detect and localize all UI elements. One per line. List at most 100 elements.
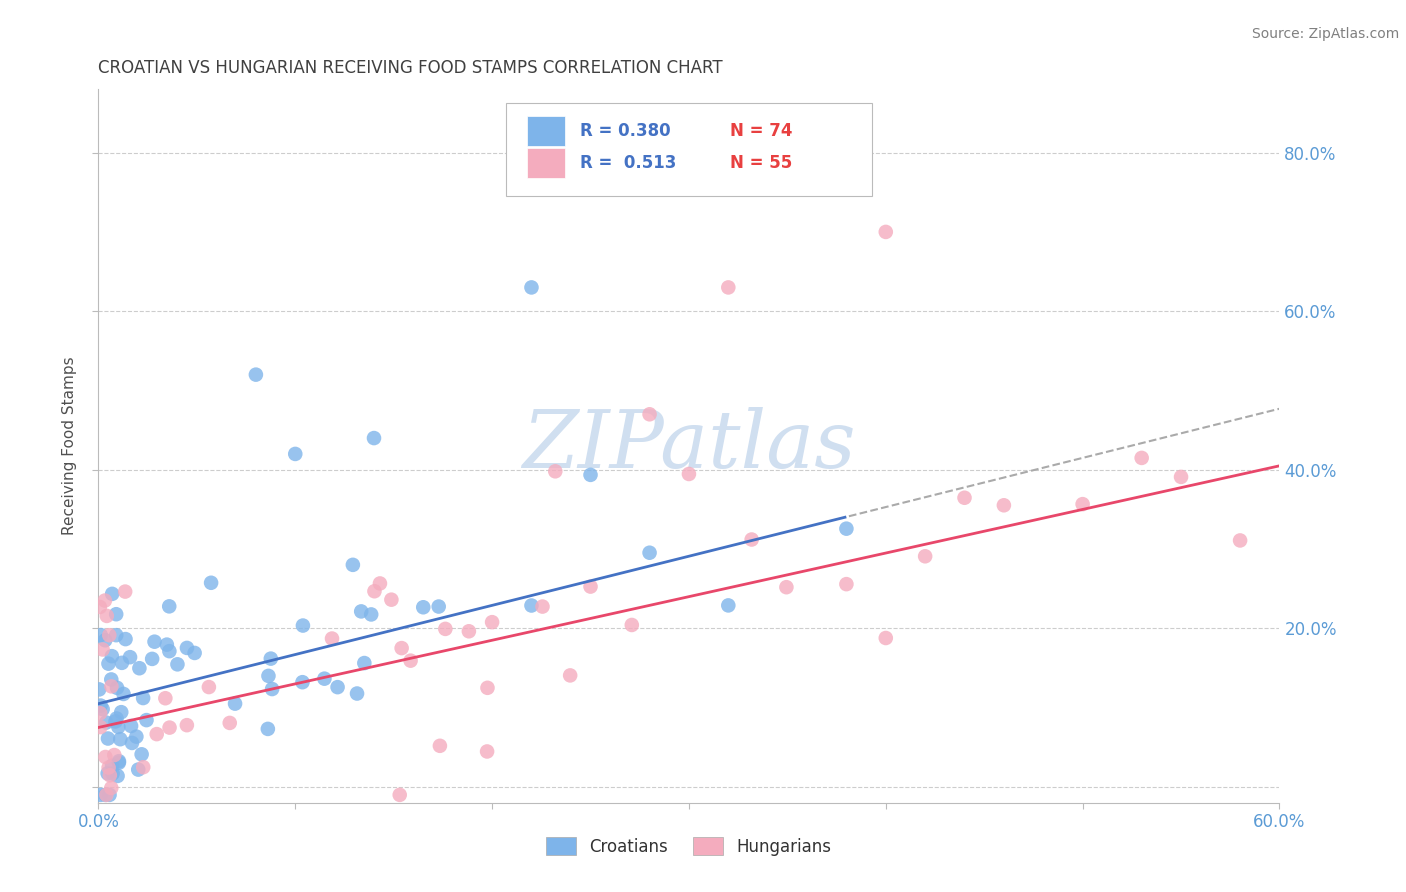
Point (132, 691, 155, 706)
Point (105, 681, 128, 695)
Point (120, 719, 142, 733)
Point (429, 739, 451, 753)
Point (200, 575, 222, 590)
Text: N = 74: N = 74 (730, 121, 793, 139)
Y-axis label: Receiving Food Stamps: Receiving Food Stamps (62, 357, 77, 535)
FancyBboxPatch shape (527, 148, 565, 178)
Point (125, 730, 148, 744)
Point (481, 615, 503, 629)
Point (89, 788, 111, 802)
Point (875, 225, 897, 239)
Point (107, 769, 129, 783)
Point (284, 447, 307, 461)
Point (90, 698, 112, 713)
Text: CROATIAN VS HUNGARIAN RECEIVING FOOD STAMPS CORRELATION CHART: CROATIAN VS HUNGARIAN RECEIVING FOOD STA… (98, 59, 723, 77)
Point (835, 577, 858, 591)
Point (91, 702, 114, 716)
Point (412, 600, 434, 615)
Point (620, 618, 643, 632)
Point (224, 697, 246, 711)
Point (101, 758, 124, 772)
Point (291, 618, 314, 632)
Point (260, 651, 283, 665)
Point (544, 464, 567, 478)
Point (342, 558, 364, 572)
Point (346, 686, 368, 700)
Point (89, 720, 111, 734)
Point (89, 682, 111, 697)
Text: R = 0.380: R = 0.380 (581, 121, 671, 139)
Point (121, 736, 143, 750)
Point (427, 599, 450, 614)
Legend: Croatians, Hungarians: Croatians, Hungarians (540, 830, 838, 863)
Point (98, 788, 121, 802)
Point (98, 628, 121, 642)
Point (105, 607, 128, 622)
Point (155, 691, 177, 706)
Point (118, 650, 141, 665)
Point (128, 661, 150, 675)
Point (103, 747, 125, 762)
Point (131, 747, 153, 762)
Point (388, 788, 411, 802)
Point (520, 599, 543, 613)
Point (380, 592, 402, 607)
Point (105, 712, 128, 726)
Point (107, 720, 129, 734)
Point (94, 715, 117, 730)
Point (953, 491, 976, 505)
Point (531, 599, 554, 614)
Point (291, 675, 314, 690)
Text: Source: ZipAtlas.com: Source: ZipAtlas.com (1251, 27, 1399, 41)
Point (1170, 470, 1192, 484)
Point (94, 593, 117, 607)
Point (156, 638, 179, 652)
Point (363, 431, 385, 445)
Point (143, 634, 166, 648)
Point (159, 721, 181, 735)
Point (638, 407, 661, 421)
Point (157, 599, 180, 614)
FancyBboxPatch shape (506, 103, 872, 196)
Point (97, 731, 120, 746)
Point (579, 467, 602, 482)
Point (96, 788, 118, 802)
Point (475, 744, 498, 758)
Point (835, 522, 858, 536)
Point (89, 599, 111, 614)
Point (104, 714, 127, 729)
Point (114, 632, 136, 646)
Point (678, 467, 700, 481)
Point (111, 656, 134, 670)
Point (132, 760, 155, 774)
Point (145, 727, 167, 741)
Point (1130, 450, 1153, 465)
Point (94, 788, 117, 802)
Text: R =  0.513: R = 0.513 (581, 154, 676, 172)
Point (101, 649, 124, 664)
Point (914, 549, 936, 564)
Text: ZIPatlas: ZIPatlas (522, 408, 856, 484)
Point (97, 760, 120, 774)
Point (399, 654, 422, 668)
Point (183, 646, 205, 660)
Point (638, 546, 661, 560)
Point (91, 642, 114, 657)
Point (391, 641, 413, 656)
Point (110, 732, 132, 747)
Point (993, 498, 1015, 512)
Point (112, 687, 135, 701)
Point (257, 722, 280, 736)
Point (314, 672, 336, 686)
Point (579, 580, 602, 594)
Point (90, 628, 112, 642)
FancyBboxPatch shape (527, 116, 565, 145)
Point (94, 750, 117, 764)
Point (127, 763, 149, 777)
Point (176, 718, 198, 732)
Point (257, 669, 280, 683)
Point (368, 576, 391, 591)
Point (520, 280, 543, 294)
Point (108, 754, 131, 768)
Point (94, 633, 117, 648)
